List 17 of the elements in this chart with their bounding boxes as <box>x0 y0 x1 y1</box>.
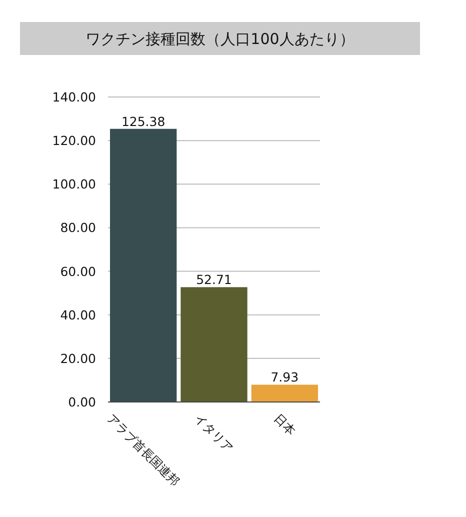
bar <box>180 287 248 402</box>
data-label: 7.93 <box>270 370 299 385</box>
y-tick-label: 140.00 <box>52 90 96 104</box>
x-tick-label: 日本 <box>271 411 298 438</box>
y-tick-label: 0.00 <box>68 394 96 410</box>
data-label: 125.38 <box>121 114 166 129</box>
y-tick-label: 120.00 <box>52 133 96 148</box>
y-tick-label: 100.00 <box>52 176 96 192</box>
x-tick-label: イタリア <box>192 411 236 455</box>
chart-title: ワクチン接種回数（人口100人あたり） <box>86 30 354 48</box>
x-tick-label: アラブ首長国連邦 <box>104 411 182 489</box>
data-label: 52.71 <box>196 272 232 288</box>
bar <box>251 384 318 402</box>
y-tick-label: 60.00 <box>60 264 96 279</box>
y-tick-label: 40.00 <box>60 307 96 322</box>
y-tick-label: 20.00 <box>60 350 96 366</box>
y-tick-label: 80.00 <box>60 220 96 236</box>
